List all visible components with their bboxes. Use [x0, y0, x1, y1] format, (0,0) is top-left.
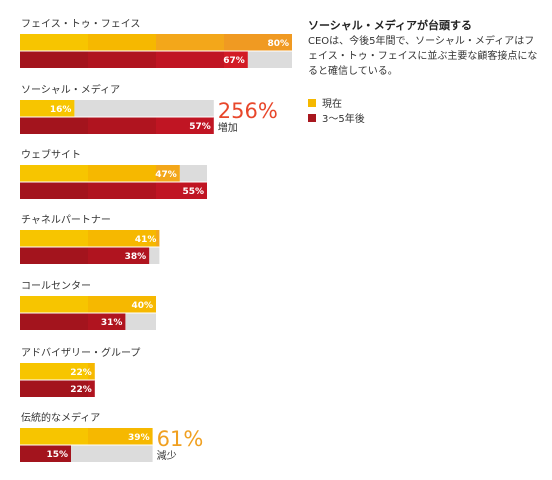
annotation-note-1: 減少	[157, 449, 177, 462]
value-label-current-1: 16%	[50, 105, 72, 115]
bar-segment-future-2-2	[156, 182, 207, 199]
bar-segment-future-6-0	[20, 445, 71, 462]
value-label-future-1: 57%	[189, 122, 211, 132]
bar-segment-current-2-2	[156, 165, 180, 182]
bar-segment-future-3-1	[88, 247, 150, 264]
legend-item-future: 3〜5年後	[308, 110, 540, 125]
bar-segment-current-6-1	[88, 428, 153, 445]
bar-segment-future-0-1	[88, 51, 156, 68]
value-label-current-4: 40%	[131, 301, 153, 311]
bar-remainder-future-3	[149, 247, 160, 264]
legend: 現在 3〜5年後	[308, 95, 540, 125]
sidebar-description: CEOは、今後5年間で、ソーシャル・メディアはフェイス・トゥ・フェイスに並ぶ主要…	[308, 36, 538, 77]
bar-segment-current-0-0	[20, 34, 88, 51]
bar-segment-current-0-2	[156, 34, 224, 51]
value-label-current-5: 22%	[70, 368, 92, 378]
legend-label-current: 現在	[322, 99, 342, 110]
bar-segment-current-0-1	[88, 34, 156, 51]
bar-segment-current-2-0	[20, 165, 88, 182]
bar-segment-future-4-0	[20, 313, 88, 330]
value-label-future-6: 15%	[46, 450, 68, 460]
value-label-current-0: 80%	[267, 39, 289, 49]
bar-segment-current-5-1	[88, 363, 95, 380]
category-label-5: アドバイザリー・グループ	[21, 346, 140, 359]
bar-segment-current-1-0	[20, 100, 75, 117]
annotation-note-0: 増加	[218, 121, 238, 134]
value-label-future-0: 67%	[223, 56, 245, 66]
category-label-0: フェイス・トゥ・フェイス	[21, 19, 140, 30]
value-label-current-2: 47%	[155, 170, 177, 180]
bar-segment-current-0-3	[224, 34, 292, 51]
bar-segment-future-1-0	[20, 117, 88, 134]
value-label-future-4: 31%	[101, 318, 123, 328]
annotation-value-0: 256%	[218, 99, 278, 123]
value-label-future-3: 38%	[125, 252, 147, 262]
category-label-1: ソーシャル・メディア	[21, 83, 120, 96]
value-label-current-3: 41%	[135, 235, 157, 245]
bar-remainder-future-4	[125, 313, 156, 330]
value-label-future-5: 22%	[70, 385, 92, 395]
bar-segment-future-5-0	[20, 380, 88, 397]
value-label-current-6: 39%	[128, 433, 150, 443]
bar-segment-future-1-2	[156, 117, 214, 134]
bar-remainder-future-0	[247, 51, 292, 68]
legend-label-future: 3〜5年後	[322, 114, 365, 125]
category-label-4: コールセンター	[21, 280, 91, 292]
bar-segment-current-6-0	[20, 428, 88, 445]
bar-remainder-future-6	[71, 445, 153, 462]
bar-segment-current-4-0	[20, 296, 88, 313]
bar-segment-current-3-2	[156, 230, 160, 247]
bar-segment-future-0-2	[156, 51, 224, 68]
sidebar-title: ソーシャル・メディアが台頭する	[308, 19, 473, 32]
bar-segment-current-2-1	[88, 165, 156, 182]
bar-segment-current-3-1	[88, 230, 156, 247]
bar-remainder-current-2	[179, 165, 207, 182]
bar-segment-current-5-0	[20, 363, 88, 380]
bar-segment-current-4-1	[88, 296, 156, 313]
bar-segment-future-0-3	[224, 51, 248, 68]
bar-segment-current-3-0	[20, 230, 88, 247]
bar-segment-future-2-1	[88, 182, 156, 199]
bar-segment-future-2-0	[20, 182, 88, 199]
bar-segment-future-5-1	[88, 380, 95, 397]
bar-segment-future-3-0	[20, 247, 88, 264]
value-label-future-2: 55%	[182, 187, 204, 197]
legend-item-current: 現在	[308, 95, 540, 110]
category-label-6: 伝統的なメディア	[21, 411, 100, 424]
category-label-2: ウェブサイト	[21, 148, 81, 161]
category-label-3: チャネルパートナー	[21, 214, 111, 226]
chart-sidebar: ソーシャル・メディアが台頭する CEOは、今後5年間で、ソーシャル・メディアはフ…	[308, 18, 540, 125]
bar-segment-future-4-1	[88, 313, 126, 330]
bar-remainder-current-1	[74, 100, 214, 117]
bar-segment-future-1-1	[88, 117, 156, 134]
legend-swatch-current	[308, 98, 316, 107]
annotation-value-1: 61%	[157, 427, 204, 451]
legend-swatch-future	[308, 113, 316, 122]
bar-segment-future-0-0	[20, 51, 88, 68]
